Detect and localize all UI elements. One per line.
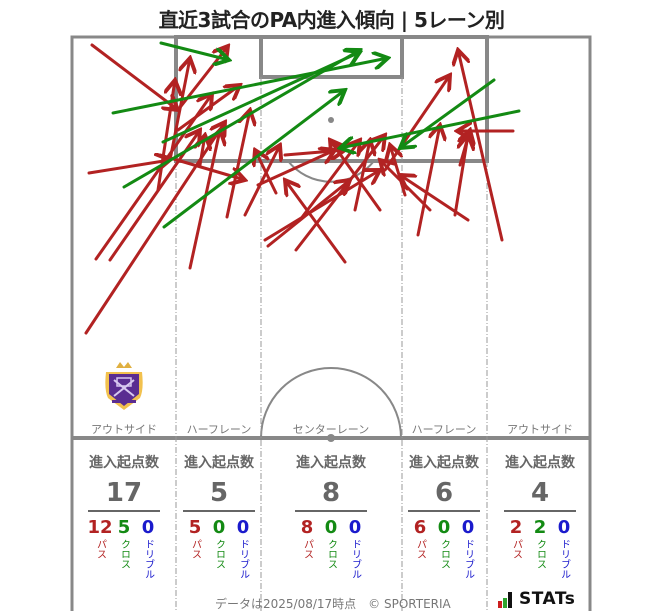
pass-arrow [416, 125, 440, 237]
lane-stats-left-half: 進入起点数 5 5 パス 0 クロス 0 ドリブル [179, 452, 259, 579]
dribble-label: ドリブル [349, 539, 361, 579]
pass-arrow [90, 43, 178, 110]
cross-arrow [122, 50, 360, 189]
dribble-label: ドリブル [462, 539, 474, 579]
pass-arrow [243, 145, 280, 217]
pass-arrow [156, 80, 175, 192]
stat-divider [88, 510, 160, 512]
pass-count: 8 [300, 517, 314, 538]
lane-label-left-half: ハーフレーン [186, 423, 252, 436]
lane-label-right-outside: アウトサイド [507, 423, 573, 436]
stat-header: 進入起点数 [505, 455, 575, 471]
footer-credit: データは2025/08/17時点 © SPORTERIA [215, 597, 451, 611]
pass-label: パス [189, 539, 201, 559]
logo-text: STATs [519, 589, 576, 609]
cross-arrow [159, 41, 229, 60]
cross-arrow [162, 90, 345, 229]
lane-stats-center: 進入起点数 8 8 パス 0 クロス 0 ドリブル [291, 452, 371, 579]
cross-label: クロス [534, 539, 546, 569]
dribble-count: 0 [348, 517, 362, 538]
stat-breakdown: 12 パス 5 クロス 0 ドリブル [84, 517, 164, 580]
entry-arrows [84, 41, 521, 335]
logo-bars-icon [498, 592, 512, 608]
cross-arrow [161, 52, 360, 144]
cross-arrow [340, 109, 521, 148]
cross-count: 2 [533, 517, 547, 538]
stat-breakdown: 8 パス 0 クロス 0 ドリブル [291, 517, 371, 580]
pass-arrow [390, 145, 407, 197]
pass-label: パス [510, 539, 522, 559]
dribble-label: ドリブル [558, 539, 570, 579]
penalty-spot [328, 117, 334, 123]
stat-total: 4 [530, 478, 550, 508]
lane-label-left-outside: アウトサイド [91, 423, 157, 436]
goal-area [259, 35, 404, 79]
pass-arrow [87, 160, 170, 175]
pass-arrow [285, 180, 347, 264]
pass-arrow [176, 85, 240, 132]
stat-total: 6 [434, 478, 454, 508]
stat-breakdown: 5 パス 0 クロス 0 ドリブル [179, 517, 259, 580]
lane-dividers [175, 77, 488, 611]
stat-total: 8 [321, 478, 341, 508]
center-spot [327, 434, 335, 442]
pass-count: 12 [87, 517, 113, 538]
pass-arrow [283, 150, 345, 155]
pass-arrow [188, 130, 220, 270]
stat-total: 17 [105, 478, 143, 508]
stat-divider [183, 510, 255, 512]
lane-stats-right-outside: 進入起点数 4 2 パス 2 クロス 0 ドリブル [500, 452, 580, 579]
lane-stats-right-half: 進入起点数 6 6 パス 0 クロス 0 ドリブル [404, 452, 484, 579]
dribble-label: ドリブル [237, 539, 249, 579]
stat-divider [504, 510, 576, 512]
cross-count: 0 [212, 517, 226, 538]
pass-count: 2 [509, 517, 523, 538]
cross-label: クロス [213, 539, 225, 569]
dribble-count: 0 [557, 517, 571, 538]
stat-divider [408, 510, 480, 512]
center-circle [260, 367, 402, 439]
cross-count: 0 [324, 517, 338, 538]
cross-label: クロス [325, 539, 337, 569]
stat-header: 進入起点数 [296, 455, 366, 471]
pass-arrow [256, 150, 335, 187]
cross-count: 5 [117, 517, 131, 538]
lane-label-right-half: ハーフレーン [411, 423, 477, 436]
chart-title: 直近3試合のPA内進入傾向 | 5レーン別 [158, 8, 505, 32]
club-crest-icon [105, 362, 143, 410]
pass-arrow [453, 135, 468, 217]
pass-count: 5 [188, 517, 202, 538]
pass-count: 6 [413, 517, 427, 538]
cross-arrow [400, 78, 496, 148]
lane-stats-left-outside: 進入起点数 17 12 パス 5 クロス 0 ドリブル [84, 452, 164, 579]
cross-count: 0 [437, 517, 451, 538]
stats-logo: STATs [498, 590, 575, 608]
dribble-count: 0 [141, 517, 155, 538]
dribble-count: 0 [461, 517, 475, 538]
pass-label: パス [301, 539, 313, 559]
stat-divider [295, 510, 367, 512]
dribble-count: 0 [236, 517, 250, 538]
pass-arrow [168, 58, 190, 162]
stat-header: 進入起点数 [184, 455, 254, 471]
stat-breakdown: 2 パス 2 クロス 0 ドリブル [500, 517, 580, 580]
cross-label: クロス [118, 539, 130, 569]
pass-arrow [458, 50, 504, 242]
pass-arrow [94, 94, 212, 261]
pass-label: パス [414, 539, 426, 559]
pass-arrow [353, 140, 370, 212]
cross-arrow [111, 58, 388, 115]
lane-label-center: センターレーン [292, 423, 370, 436]
stat-header: 進入起点数 [409, 455, 479, 471]
dribble-label: ドリブル [142, 539, 154, 579]
pass-arrow [84, 122, 225, 335]
stat-breakdown: 6 パス 0 クロス 0 ドリブル [404, 517, 484, 580]
stat-total: 5 [209, 478, 229, 508]
stat-header: 進入起点数 [89, 455, 159, 471]
pass-arrow [225, 110, 250, 219]
pass-label: パス [94, 539, 106, 559]
cross-label: クロス [438, 539, 450, 569]
